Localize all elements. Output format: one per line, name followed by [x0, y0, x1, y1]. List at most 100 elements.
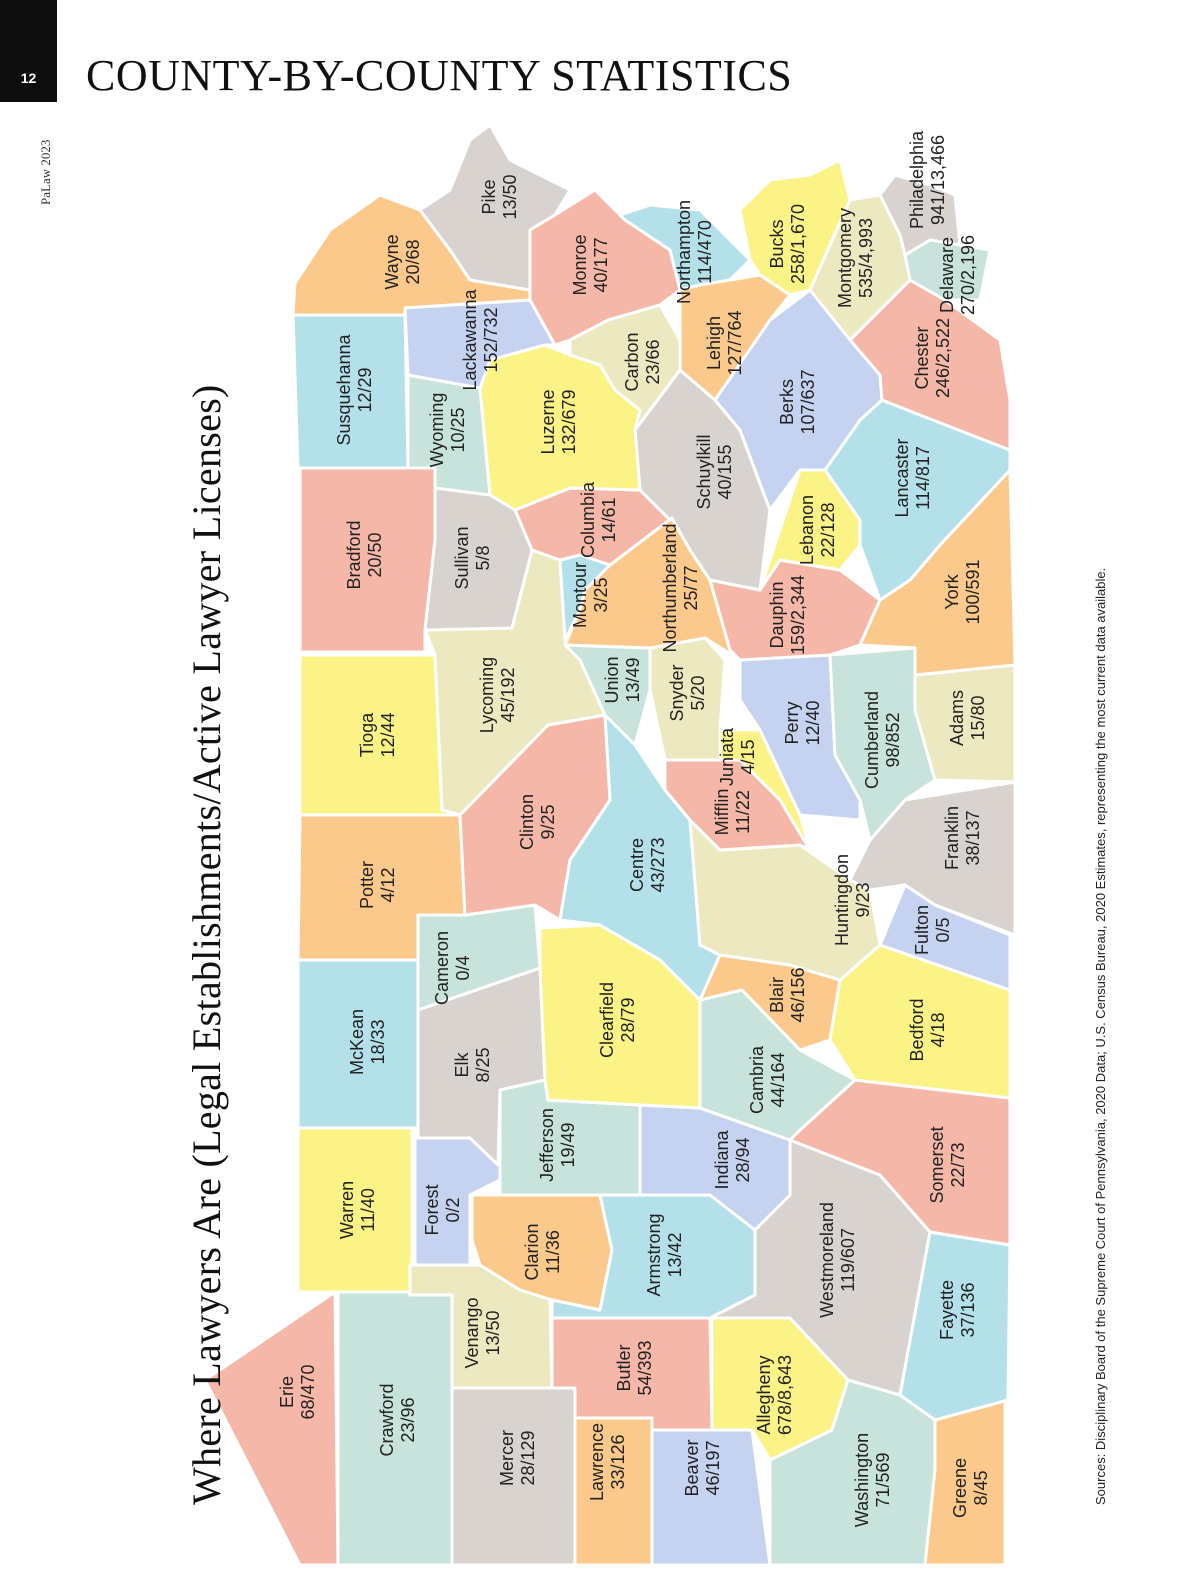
county-northumberland-label: Northumberland 25/77: [660, 523, 701, 652]
county-name: Armstrong: [644, 1213, 664, 1296]
county-stat: 678/8,643: [775, 1355, 795, 1435]
page-title: COUNTY-BY-COUNTY STATISTICS: [86, 51, 793, 100]
county-name: Adams: [947, 690, 967, 746]
county-name: Northampton: [674, 200, 694, 304]
county-stat: 12/44: [378, 712, 398, 757]
county-name: Warren: [337, 1181, 357, 1239]
county-bedford-label: Bedford 4/18: [907, 998, 948, 1061]
county-name: Jefferson: [537, 1108, 557, 1182]
county-stat: 46/197: [703, 1440, 723, 1495]
county-name: Somerset: [927, 1126, 947, 1203]
county-forest-label: Forest 0/2: [422, 1184, 463, 1235]
county-stat: 28/94: [733, 1137, 753, 1182]
county-huntingdon-label: Huntingdon 9/23: [832, 854, 873, 946]
county-stat: 11/40: [358, 1188, 378, 1232]
county-stat: 9/25: [538, 804, 558, 839]
county-name: Lebanon: [797, 495, 817, 565]
county-name: Wayne: [382, 234, 402, 289]
county-name: Tioga: [357, 712, 377, 757]
sources-note: Sources: Disciplinary Board of the Supre…: [1093, 567, 1108, 1505]
county-schuylkill-label: Schuylkill 40/155: [694, 434, 735, 509]
county-stat: 28/79: [618, 997, 638, 1042]
county-lehigh-label: Lehigh 127/764: [704, 310, 745, 375]
county-name: Greene: [950, 1458, 970, 1518]
county-name: Elk: [452, 1052, 472, 1078]
county-name: Franklin: [942, 806, 962, 870]
county-name: Lehigh: [704, 316, 724, 370]
county-name: Chester: [912, 326, 932, 389]
county-stat: 4/18: [928, 1012, 948, 1047]
county-name: Lancaster: [892, 438, 912, 517]
county-stat: 159/2,344: [788, 575, 808, 655]
county-stat: 23/66: [643, 339, 663, 384]
county-stat: 535/4,993: [856, 218, 876, 298]
county-stat: 12/29: [355, 367, 375, 412]
county-erie-label: Erie 68/470: [277, 1364, 318, 1419]
county-name: Allegheny: [754, 1355, 774, 1434]
county-cumberland-label: Cumberland 98/852: [862, 691, 903, 789]
county-berks-shape: [713, 288, 884, 512]
county-name: Venango: [462, 1297, 482, 1368]
county-name: Westmoreland: [817, 1202, 837, 1318]
county-cameron-label: Cameron 0/4: [432, 931, 473, 1005]
county-stat: 246/2,522: [933, 318, 953, 398]
county-name: Monroe: [570, 234, 590, 295]
county-montour-label: Montour 3/25: [570, 562, 611, 628]
county-name: Centre: [627, 838, 647, 892]
county-susquehanna-label: Susquehanna 12/29: [334, 333, 375, 445]
county-clinton-label: Clinton 9/25: [517, 794, 558, 850]
county-tioga-label: Tioga 12/44: [357, 712, 398, 758]
county-armstrong-label: Armstrong 13/42: [644, 1213, 685, 1296]
county-stat: 38/137: [963, 810, 983, 865]
county-name: Blair: [767, 977, 787, 1013]
county-stat: 114/470: [695, 220, 715, 284]
county-stat: 3/25: [591, 577, 611, 612]
county-franklin-label: Franklin 38/137: [942, 806, 983, 870]
county-name: Erie: [277, 1376, 297, 1408]
county-monroe-label: Monroe 40/177: [570, 234, 611, 295]
county-name: Sullivan: [452, 526, 472, 589]
county-philadelphia-label: Philadelphia 941/13,466: [907, 130, 948, 229]
county-beaver-label: Beaver 46/197: [682, 1439, 723, 1496]
county-luzerne-label: Luzerne 132/679: [538, 389, 579, 454]
county-name: Crawford: [377, 1383, 397, 1456]
county-stat: 11/36: [543, 1230, 563, 1274]
county-lancaster-label: Lancaster 114/817: [892, 438, 933, 517]
county-stat: 8/45: [971, 1470, 991, 1505]
county-lycoming-label: Lycoming 45/192: [477, 657, 518, 733]
county-stat: 18/33: [368, 1019, 388, 1064]
county-stat: 71/569: [873, 1452, 893, 1507]
county-bucks-label: Bucks 258/1,670: [767, 204, 808, 284]
county-cambria-label: Cambria 44/164: [747, 1045, 788, 1114]
county-stat: 98/852: [883, 712, 903, 767]
county-stat: 15/80: [968, 695, 988, 740]
county-name: Dauphin: [767, 581, 787, 648]
county-name: Cambria: [747, 1045, 767, 1114]
county-greene-label: Greene 8/45: [950, 1458, 991, 1518]
county-name: Berks: [777, 379, 797, 425]
county-wayne-label: Wayne 20/68: [382, 234, 423, 289]
map-title: Where Lawyers Are (Legal Establishments/…: [184, 384, 229, 1505]
county-name: Lycoming: [477, 657, 497, 733]
county-indiana-label: Indiana 28/94: [712, 1129, 753, 1189]
county-mercer-label: Mercer 28/129: [497, 1430, 538, 1486]
county-crawford-label: Crawford 23/96: [377, 1383, 418, 1456]
county-name: Susquehanna: [334, 333, 354, 445]
county-name: Carbon: [622, 332, 642, 391]
county-stat: 68/470: [298, 1364, 318, 1419]
county-stat: 13/42: [665, 1232, 685, 1277]
county-stat: 46/156: [788, 967, 808, 1022]
page-tab: [0, 0, 57, 102]
county-northampton-label: Northampton 114/470: [674, 200, 715, 304]
county-stat: 23/96: [398, 1397, 418, 1442]
county-chester-label: Chester 246/2,522: [912, 318, 953, 398]
county-potter-label: Potter 4/12: [357, 861, 398, 909]
county-stat: 45/192: [498, 667, 518, 722]
county-stat: 152/732: [481, 307, 501, 372]
county-carbon-label: Carbon 23/66: [622, 332, 663, 391]
county-delaware-label: Delaware 270/2,196: [937, 235, 978, 315]
county-blair-label: Blair 46/156: [767, 967, 808, 1022]
county-philadelphia-shape: [878, 173, 962, 257]
county-stat: 33/126: [608, 1434, 628, 1489]
